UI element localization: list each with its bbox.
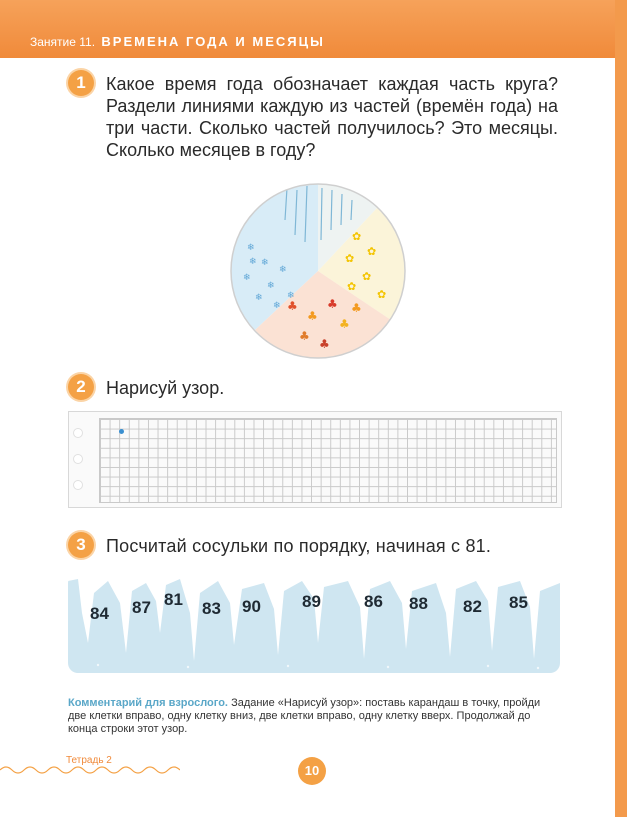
footer-wave — [0, 766, 180, 774]
seasons-circle: ❄ ❄ ❄ ❄ ❄ ❄ ❄ ❄ ❄ ✿ ✿ ✿ ✿ ✿ ✿ ♣ ♣ ♣ ♣ ♣ ♣ ♣ — [227, 180, 409, 362]
comment-label: Комментарий для взрослого. — [68, 697, 228, 709]
binding-hole — [73, 480, 83, 490]
binding-hole — [73, 454, 83, 464]
autumn-sector — [255, 271, 391, 358]
svg-text:✿: ✿ — [347, 280, 356, 293]
svg-text:❄: ❄ — [249, 257, 257, 267]
svg-text:✿: ✿ — [345, 252, 354, 265]
binding-hole — [73, 428, 83, 438]
svg-text:♣: ♣ — [287, 299, 298, 313]
icicle-number: 90 — [242, 597, 261, 616]
grid-cells[interactable] — [99, 418, 557, 503]
adult-comment: Комментарий для взрослого. Задание «Нари… — [68, 697, 560, 736]
svg-text:❄: ❄ — [273, 301, 281, 311]
task-3-text: Посчитай сосульки по порядку, начиная с … — [106, 536, 492, 556]
svg-text:❄: ❄ — [287, 291, 295, 301]
task-number-badge: 1 — [68, 70, 94, 96]
side-stripe — [615, 0, 627, 817]
task-1-text: Какое время года обозначает каждая часть… — [106, 74, 558, 160]
icicle-number: 86 — [364, 592, 383, 611]
svg-text:♣: ♣ — [351, 301, 362, 315]
task-number-badge: 3 — [68, 532, 94, 558]
svg-text:♣: ♣ — [319, 337, 330, 351]
svg-text:❄: ❄ — [279, 265, 287, 275]
svg-text:❄: ❄ — [267, 281, 275, 291]
svg-text:♣: ♣ — [327, 297, 338, 311]
icicle-number: 82 — [463, 597, 482, 616]
icicles-band: 84 87 81 83 90 89 86 88 82 85 — [68, 573, 560, 673]
svg-text:❄: ❄ — [247, 243, 255, 253]
svg-text:❄: ❄ — [261, 258, 269, 268]
icicle-number: 85 — [509, 593, 528, 612]
page-title: Занятие 11. Времена года и месяцы — [30, 34, 325, 49]
svg-text:♣: ♣ — [299, 329, 310, 343]
page-number: 10 — [298, 757, 326, 785]
icicle-number: 84 — [90, 604, 109, 623]
svg-text:✿: ✿ — [377, 288, 386, 301]
svg-text:✿: ✿ — [362, 270, 371, 283]
icicle-number: 89 — [302, 592, 321, 611]
start-dot — [119, 429, 124, 434]
svg-text:♣: ♣ — [339, 317, 350, 331]
spring-sector — [318, 184, 377, 271]
icicle-number: 81 — [164, 590, 183, 609]
summer-sector — [318, 208, 405, 320]
notebook-label: Тетрадь 2 — [66, 755, 112, 766]
task-number-badge: 2 — [68, 374, 94, 400]
lesson-topic: Времена года и месяцы — [101, 34, 325, 49]
winter-sector — [231, 184, 318, 330]
icicle-number: 88 — [409, 594, 428, 613]
svg-text:✿: ✿ — [352, 230, 361, 243]
lesson-label: Занятие 11. — [30, 35, 96, 49]
svg-text:♣: ♣ — [307, 309, 318, 323]
task-2-text: Нарисуй узор. — [106, 378, 225, 398]
svg-text:✿: ✿ — [367, 245, 376, 258]
svg-text:❄: ❄ — [243, 273, 251, 283]
icicle-number: 83 — [202, 599, 221, 618]
comment-text: Задание «Нарисуй узор»: поставь карандаш… — [68, 697, 541, 735]
svg-text:❄: ❄ — [255, 293, 263, 303]
pattern-grid[interactable] — [68, 411, 562, 508]
icicle-number: 87 — [132, 598, 151, 617]
page-header — [0, 0, 627, 58]
